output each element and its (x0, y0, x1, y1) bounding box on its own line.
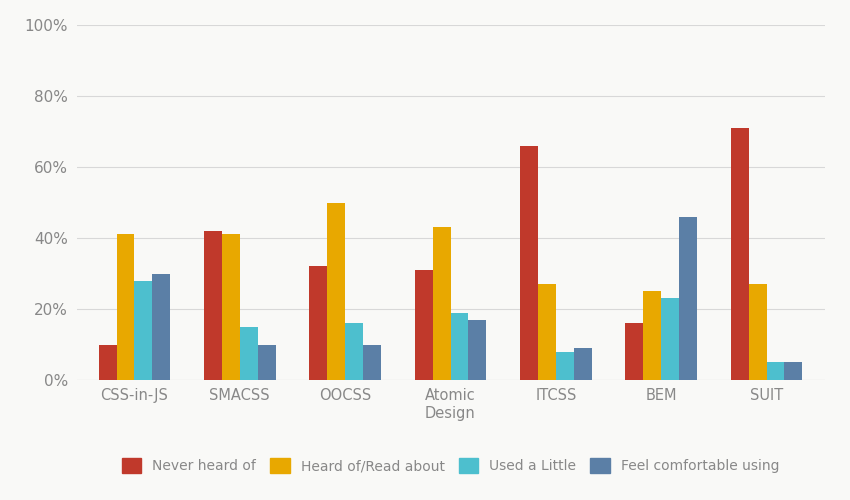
Bar (327, 202, 345, 380)
Bar (749, 284, 767, 380)
Bar (643, 291, 661, 380)
Bar (626, 323, 643, 380)
Bar (574, 348, 592, 380)
Bar (538, 284, 556, 380)
Legend: Never heard of, Heard of/Read about, Used a Little, Feel comfortable using: Never heard of, Heard of/Read about, Use… (115, 451, 786, 480)
Bar (222, 234, 240, 380)
Bar (785, 362, 802, 380)
Bar (679, 216, 697, 380)
Bar (345, 323, 363, 380)
Bar (767, 362, 785, 380)
Bar (258, 344, 275, 380)
Bar (240, 327, 258, 380)
Bar (204, 231, 222, 380)
Bar (520, 146, 538, 380)
Bar (152, 274, 170, 380)
Bar (116, 234, 134, 380)
Bar (661, 298, 679, 380)
Bar (433, 228, 451, 380)
Bar (134, 280, 152, 380)
Bar (450, 312, 468, 380)
Bar (99, 344, 116, 380)
Bar (556, 352, 574, 380)
Bar (309, 266, 327, 380)
Bar (468, 320, 486, 380)
Bar (731, 128, 749, 380)
Bar (415, 270, 433, 380)
Bar (363, 344, 381, 380)
